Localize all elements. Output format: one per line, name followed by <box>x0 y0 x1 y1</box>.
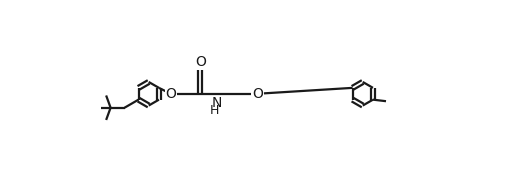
Text: H: H <box>210 104 219 117</box>
Text: O: O <box>252 87 263 101</box>
Text: O: O <box>165 87 176 101</box>
Text: O: O <box>195 55 206 69</box>
Text: N: N <box>211 96 221 110</box>
